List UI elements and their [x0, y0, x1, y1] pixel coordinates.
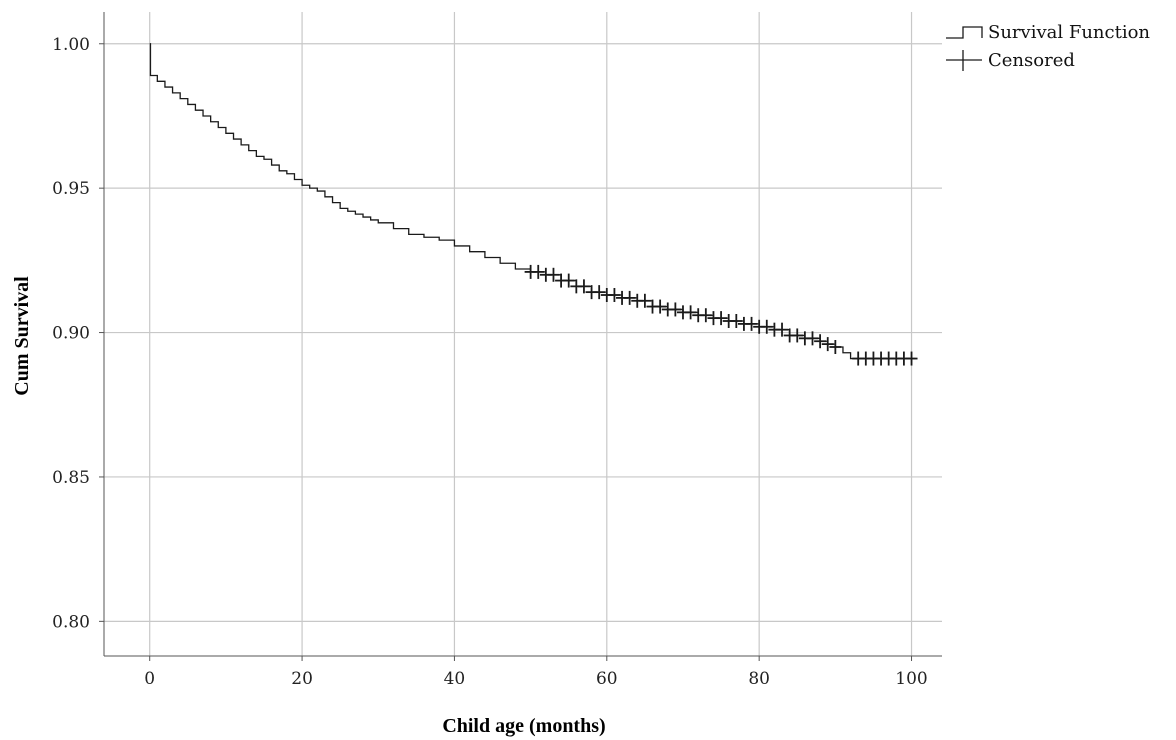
- censored-marker: [608, 288, 621, 303]
- censored-marker: [760, 319, 773, 334]
- censored-marker: [593, 285, 606, 300]
- x-tick-label: 20: [291, 669, 313, 689]
- legend-item-censored: Censored: [946, 50, 1075, 71]
- survival-function-series: [149, 43, 916, 360]
- censored-marker: [715, 311, 728, 326]
- censored-marker: [699, 308, 712, 323]
- tick-labels: 0 20 40 60 80 100 0.80 0.85 0.90 0.95 1.00: [52, 35, 928, 689]
- x-tick-label: 80: [748, 669, 770, 689]
- censored-marker: [638, 293, 651, 308]
- y-tick-label: 1.00: [52, 35, 90, 55]
- censored-marker: [791, 328, 804, 343]
- censored-marker: [547, 267, 560, 282]
- plot-axes: [99, 12, 942, 661]
- censored-marker: [730, 314, 743, 329]
- cross-marker-icon: [946, 50, 982, 71]
- x-tick-label: 40: [444, 669, 466, 689]
- censored-marker: [562, 273, 575, 288]
- y-axis-title: Cum Survival: [11, 276, 33, 396]
- legend-label-survival-function: Survival Function: [988, 22, 1150, 43]
- censored-markers: [524, 264, 918, 366]
- y-tick-label: 0.95: [52, 179, 90, 199]
- censored-marker: [654, 299, 667, 314]
- censored-marker: [745, 316, 758, 331]
- survival-step-line: [149, 43, 916, 360]
- censored-marker: [905, 351, 918, 366]
- legend-item-survival-function: Survival Function: [946, 22, 1150, 43]
- grid-lines: [104, 12, 942, 656]
- legend-label-censored: Censored: [988, 50, 1075, 71]
- censored-marker: [577, 279, 590, 294]
- y-tick-label: 0.85: [52, 468, 90, 488]
- censored-marker: [821, 337, 834, 352]
- censored-marker: [806, 331, 819, 346]
- censored-marker: [829, 339, 842, 354]
- censored-marker: [776, 322, 789, 337]
- y-tick-label: 0.90: [52, 324, 90, 344]
- x-tick-label: 60: [596, 669, 618, 689]
- censored-marker: [684, 305, 697, 320]
- censored-marker: [623, 290, 636, 305]
- y-tick-label: 0.80: [52, 612, 90, 632]
- censored-marker: [669, 302, 682, 317]
- x-axis-title: Child age (months): [442, 715, 605, 737]
- x-tick-label: 100: [895, 669, 927, 689]
- censored-marker: [532, 264, 545, 279]
- step-line-icon: [946, 26, 983, 39]
- legend: Survival Function Censored: [946, 22, 1150, 71]
- x-tick-label: 0: [144, 669, 155, 689]
- censored-marker: [814, 334, 827, 349]
